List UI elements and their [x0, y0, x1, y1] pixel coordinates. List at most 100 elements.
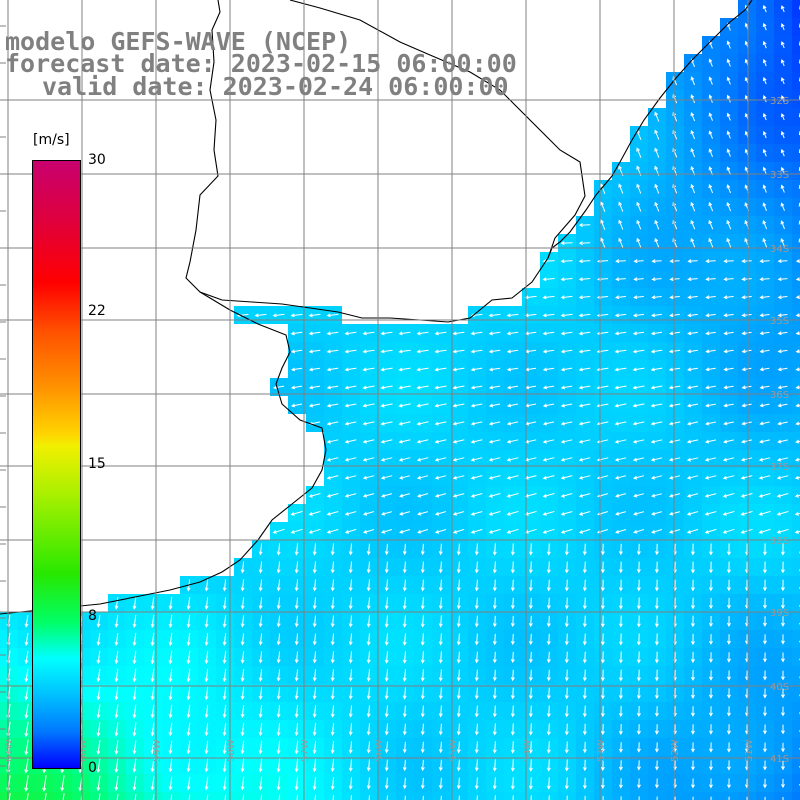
- wind-arrow: [726, 724, 731, 735]
- wind-arrow: [258, 758, 263, 773]
- wind-arrow: [722, 493, 735, 498]
- wind-cell: [72, 792, 90, 800]
- wind-arrow: [564, 543, 569, 556]
- wind-arrow: [632, 331, 645, 336]
- wind-arrow: [726, 219, 732, 230]
- wind-arrow: [618, 615, 623, 628]
- wind-arrow: [510, 669, 515, 682]
- wind-arrow: [546, 651, 551, 664]
- wind-arrow: [204, 758, 209, 773]
- wind-arrow: [366, 543, 371, 556]
- wind-arrow: [614, 349, 627, 354]
- wind-cell: [792, 378, 800, 396]
- wind-arrow: [542, 528, 555, 534]
- wind-arrow: [368, 795, 370, 800]
- wind-arrow: [258, 633, 263, 646]
- wind-arrow: [474, 705, 479, 718]
- wind-arrow: [618, 597, 623, 610]
- wind-arrow: [669, 529, 681, 534]
- wind-arrow: [326, 331, 339, 336]
- wind-arrow: [402, 561, 407, 574]
- wind-arrow: [488, 385, 501, 390]
- wind-cell: [36, 792, 54, 800]
- wind-cell: [792, 126, 800, 144]
- wind-arrow: [452, 421, 465, 426]
- wind-arrow: [186, 704, 191, 719]
- wind-arrow: [708, 112, 713, 121]
- wind-arrow: [294, 561, 299, 574]
- wind-arrow: [258, 543, 263, 556]
- wind-arrow: [794, 493, 800, 498]
- lat-label: 32S: [770, 96, 789, 107]
- wind-arrow: [276, 615, 281, 628]
- wind-arrow: [222, 668, 227, 683]
- wind-arrow: [758, 510, 771, 516]
- wind-arrow: [636, 597, 641, 610]
- wind-arrow: [560, 349, 573, 354]
- wind-arrow: [312, 597, 317, 610]
- wind-arrow: [723, 421, 734, 426]
- wind-arrow: [132, 632, 137, 647]
- wind-arrow: [362, 475, 375, 480]
- wind-arrow: [708, 58, 713, 67]
- wind-cell: [792, 90, 800, 108]
- wind-cell: [792, 468, 800, 486]
- wind-arrow: [542, 367, 555, 372]
- wind-arrow: [759, 439, 771, 444]
- wind-arrow: [456, 669, 461, 682]
- wind-arrow: [434, 349, 447, 354]
- wind-arrow: [308, 385, 321, 390]
- wind-arrow: [242, 794, 245, 800]
- wind-arrow: [492, 597, 497, 610]
- wind-cell: [792, 702, 800, 720]
- wind-arrow: [762, 561, 767, 574]
- wind-arrow: [633, 259, 644, 264]
- wind-arrow: [186, 758, 191, 773]
- wind-arrow: [330, 579, 335, 592]
- wind-arrow: [434, 385, 447, 390]
- wind-arrow: [690, 615, 695, 628]
- wind-arrow: [741, 259, 752, 264]
- wind-arrow: [795, 259, 800, 264]
- colorbar-unit: [m/s]: [33, 132, 70, 148]
- wind-arrow: [546, 543, 551, 556]
- wind-arrow: [690, 219, 696, 230]
- wind-arrow: [24, 686, 29, 701]
- wind-arrow: [62, 793, 65, 800]
- wind-arrow: [560, 241, 573, 246]
- wind-arrow: [795, 439, 800, 444]
- wind-arrow: [759, 313, 770, 318]
- wind-arrow: [546, 777, 551, 790]
- wind-arrow: [584, 795, 586, 800]
- wind-arrow: [633, 493, 645, 498]
- wind-arrow: [705, 349, 716, 354]
- wind-arrow: [290, 313, 303, 318]
- wind-cell: [792, 666, 800, 684]
- wind-arrow: [204, 686, 209, 701]
- wind-arrow: [780, 579, 785, 592]
- wind-arrow: [690, 579, 695, 592]
- wind-arrow: [600, 723, 605, 736]
- wind-arrow: [488, 421, 501, 426]
- wind-arrow: [366, 759, 371, 772]
- wind-arrow: [794, 475, 800, 480]
- wind-arrow: [344, 528, 357, 534]
- wind-arrow: [600, 705, 605, 718]
- wind-arrow: [506, 367, 519, 372]
- wind-arrow: [759, 295, 770, 300]
- wind-arrow: [636, 615, 641, 628]
- wind-arrow: [560, 313, 573, 318]
- wind-arrow: [762, 148, 767, 157]
- wind-arrow: [278, 794, 281, 800]
- wind-arrow: [578, 385, 591, 390]
- wind-arrow: [741, 277, 752, 282]
- wind-arrow: [740, 493, 753, 498]
- wind-arrow: [690, 561, 695, 574]
- wind-arrow: [168, 668, 173, 683]
- wind-arrow: [618, 579, 623, 592]
- wind-arrow: [528, 615, 533, 628]
- wind-arrow: [456, 687, 461, 700]
- wind-arrow: [726, 616, 731, 627]
- coastline: [185, 0, 586, 323]
- wind-arrow: [582, 615, 587, 628]
